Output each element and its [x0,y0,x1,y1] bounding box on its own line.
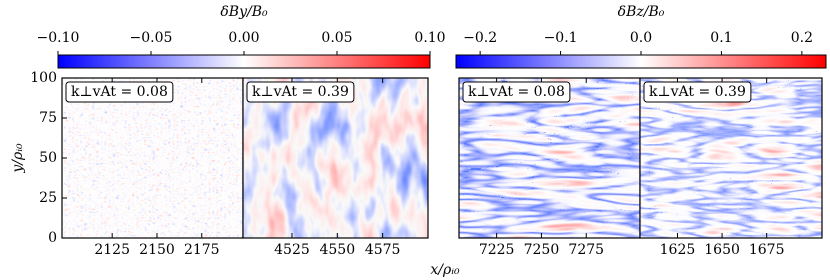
x-tick-label: 7225 [479,242,515,258]
annotation-text: k⊥vAt = 0.39 [252,84,349,100]
colorbar-tick-label: 0.10 [414,30,445,46]
annotation: k⊥vAt = 0.08 [65,81,174,103]
x-tick-label: 2150 [139,242,175,258]
annotation-box [643,81,752,103]
x-axis-label: x/ρᵢ₀ [430,262,460,278]
panel-frame [242,77,429,239]
colorbar-tick-label: −0.10 [37,30,80,46]
annotation-text: k⊥vAt = 0.08 [468,84,565,100]
colorbar-label: δBy/B₀ [220,4,268,20]
colorbar [455,54,827,69]
y-tick-label: 0 [48,230,57,246]
x-tick-label: 4550 [319,242,355,258]
annotation: k⊥vAt = 0.39 [246,81,355,103]
x-tick-label: 2175 [184,242,220,258]
x-tick-label: 1650 [704,242,740,258]
panel-frame [639,77,823,239]
colorbar-tick-label: −0.05 [130,30,173,46]
colorbar [57,54,431,69]
x-tick-label: 1625 [660,242,696,258]
y-tick-label: 50 [39,150,57,166]
colorbar-tick-label: −0.1 [544,30,578,46]
colorbar-tick-label: 0.2 [791,30,813,46]
y-tick-label: 75 [39,110,57,126]
y-tick-label: 100 [30,70,57,86]
annotation-text: k⊥vAt = 0.39 [649,84,746,100]
annotation: k⊥vAt = 0.39 [643,81,752,103]
annotation-box [65,81,174,103]
annotation: k⊥vAt = 0.08 [462,81,571,103]
colorbar-tick-label: 0.00 [228,30,259,46]
heatmap-field [243,78,428,238]
x-tick-label: 4525 [274,242,310,258]
colorbar-label: δBz/B₀ [618,4,665,20]
x-tick-label: 1675 [749,242,785,258]
x-tick-label: 7275 [568,242,604,258]
heatmap-field [62,78,243,238]
annotation-box [246,81,355,103]
y-axis-label: y/ρᵢ₀ [10,143,26,174]
annotation-box [462,81,571,103]
heatmap-field [459,78,640,238]
x-tick-label: 2125 [94,242,130,258]
colorbar-tick-label: 0.05 [321,30,352,46]
heatmap-field [640,78,822,238]
annotation-text: k⊥vAt = 0.08 [71,84,168,100]
x-tick-label: 7250 [524,242,560,258]
colorbar-tick-label: 0.0 [630,30,652,46]
colorbar-tick-label: 0.1 [710,30,732,46]
colorbar-tick-label: −0.2 [463,30,497,46]
y-tick-label: 25 [39,190,57,206]
x-tick-label: 4575 [365,242,401,258]
